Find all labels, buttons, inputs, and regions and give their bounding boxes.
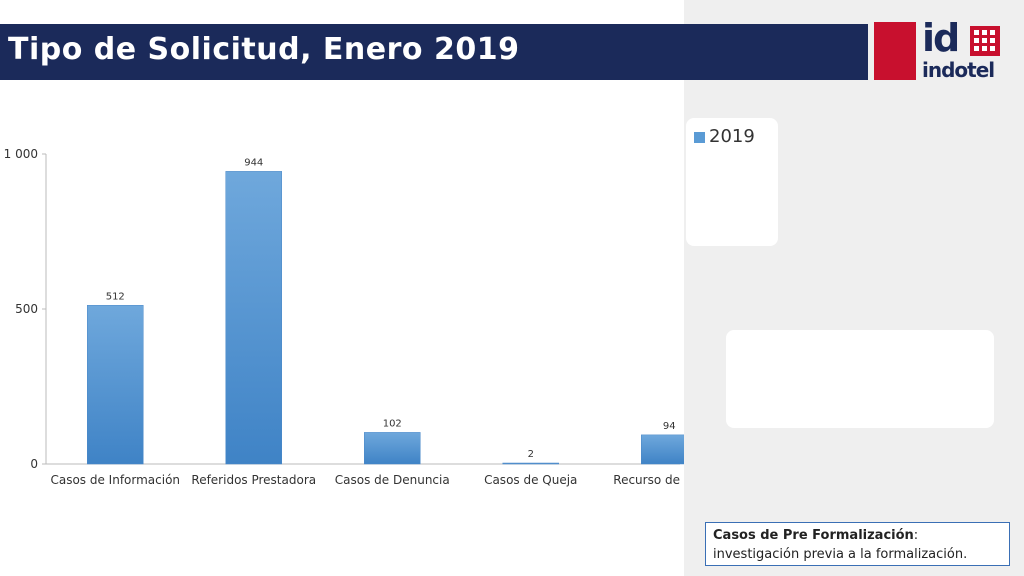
y-tick-label: 500 bbox=[15, 302, 38, 316]
logo-mark: id bbox=[922, 16, 960, 60]
page-title: Tipo de Solicitud, Enero 2019 bbox=[8, 32, 520, 67]
data-label: 512 bbox=[106, 291, 125, 302]
category-label: Referidos Prestadora bbox=[191, 473, 316, 487]
y-tick-label: 0 bbox=[30, 457, 38, 471]
bar bbox=[225, 171, 282, 465]
category-label: Casos de Información bbox=[50, 473, 180, 487]
logo-red-block bbox=[874, 22, 916, 80]
title-bar: Tipo de Solicitud, Enero 2019 bbox=[0, 24, 868, 80]
logo-keypad-icon bbox=[970, 26, 1000, 56]
right-background-panel bbox=[684, 0, 1024, 576]
category-label: Casos de Queja bbox=[484, 473, 577, 487]
bars bbox=[87, 171, 684, 465]
bar bbox=[364, 432, 421, 465]
category-label: Recurso de Quejas bbox=[613, 473, 684, 487]
note-text: : investigación previa a la formalizació… bbox=[713, 528, 968, 562]
indotel-logo: id indotel bbox=[874, 16, 1004, 82]
data-label: 102 bbox=[383, 418, 402, 429]
legend-label: 2019 bbox=[709, 126, 755, 147]
logo-name: indotel bbox=[922, 58, 995, 82]
data-label: 94 bbox=[663, 421, 676, 432]
legend-swatch bbox=[694, 131, 705, 143]
y-tick-label: 1 000 bbox=[4, 147, 38, 161]
data-label: 2 bbox=[528, 449, 534, 460]
definition-note: Casos de Pre Formalización: investigació… bbox=[705, 522, 1010, 566]
bar bbox=[641, 434, 684, 465]
bar bbox=[87, 305, 144, 465]
category-label: Casos de Denuncia bbox=[335, 473, 450, 487]
y-axis: 0 500 1 000 bbox=[4, 147, 680, 471]
note-term: Casos de Pre Formalización bbox=[713, 528, 914, 543]
data-labels: 5129441022941610 bbox=[106, 157, 676, 460]
decorative-card bbox=[726, 330, 994, 428]
category-labels: Casos de Información Referidos Prestadora… bbox=[50, 473, 684, 487]
bar bbox=[502, 462, 559, 465]
data-label: 944 bbox=[244, 157, 263, 168]
legend: 2019 bbox=[694, 126, 755, 147]
